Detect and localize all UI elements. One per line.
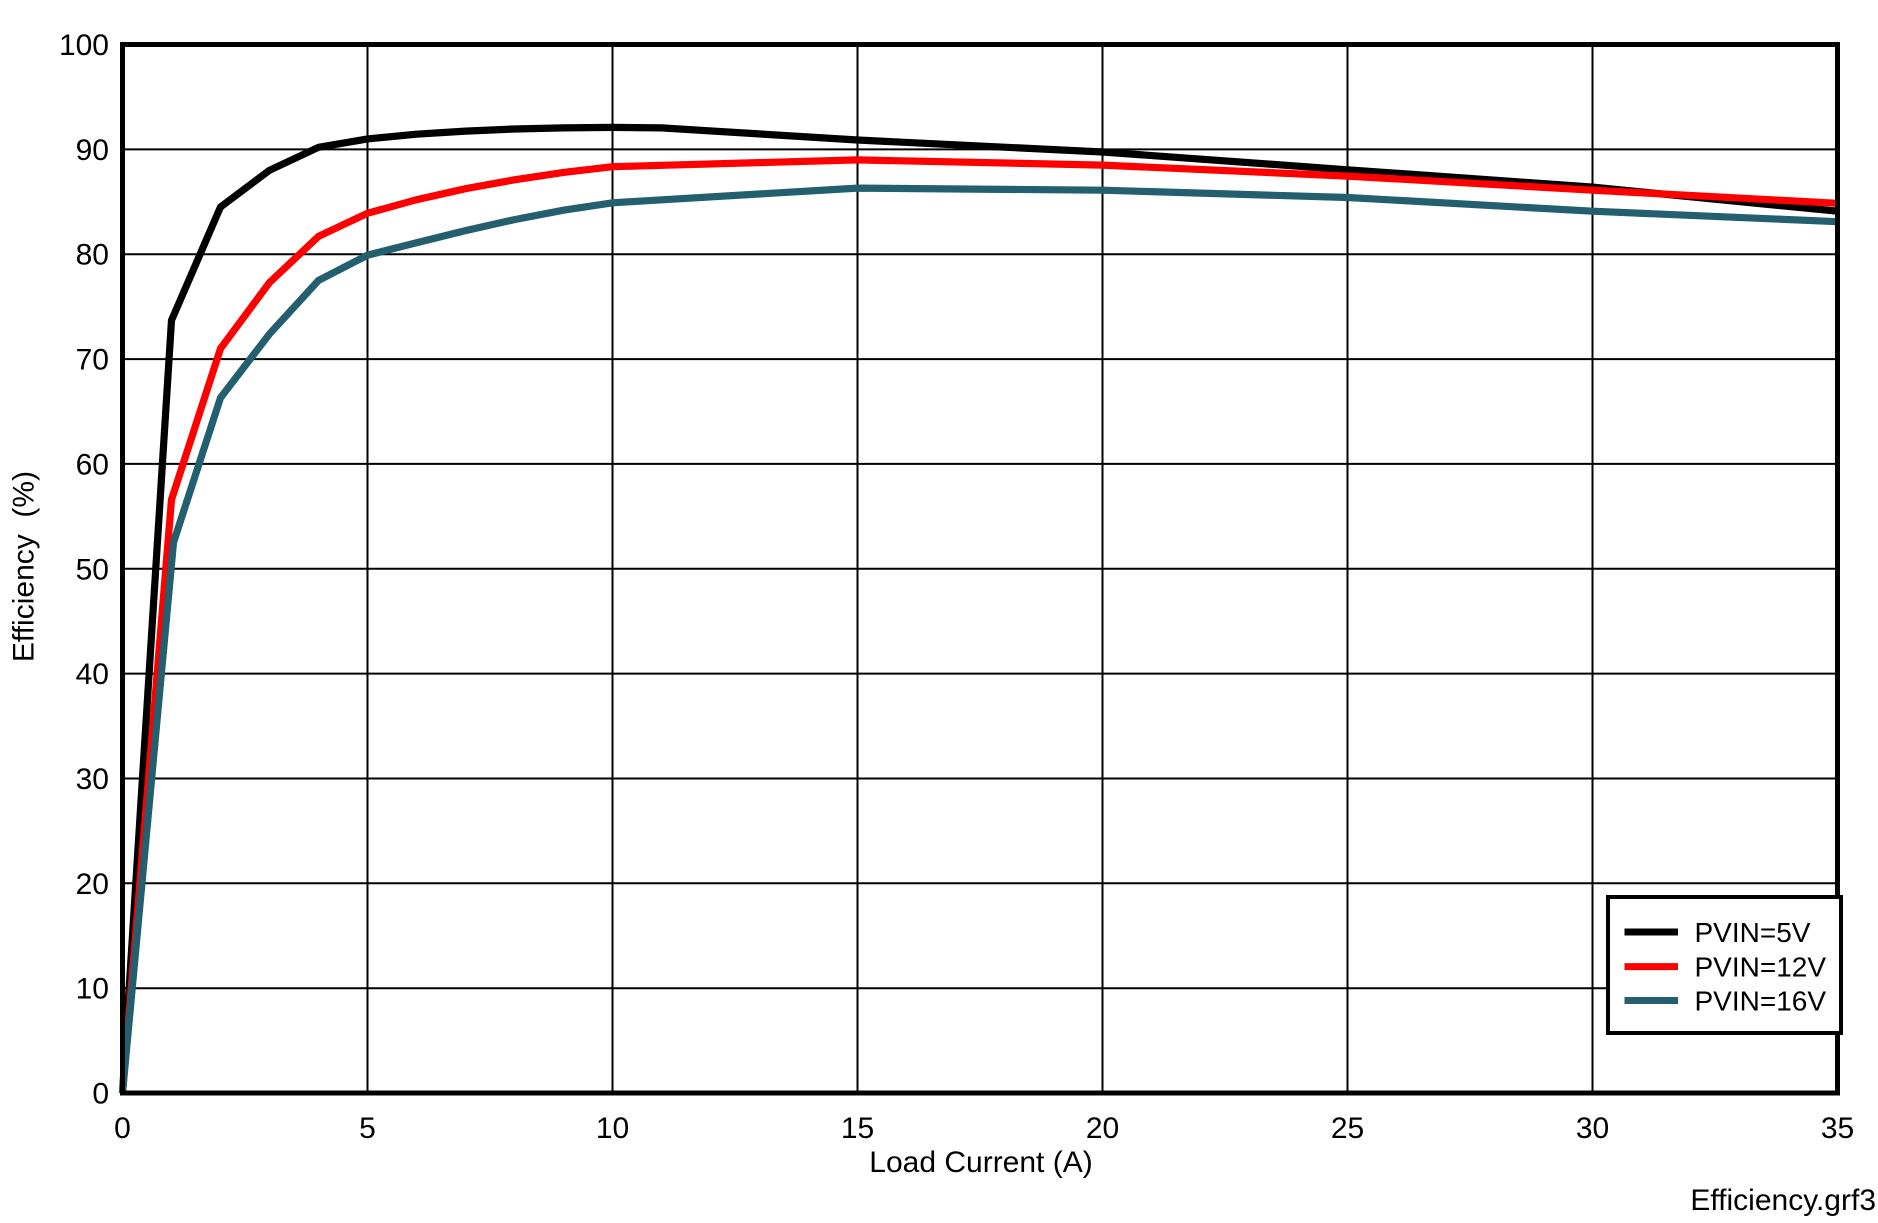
svg-text:Efficiency.grf3: Efficiency.grf3 <box>1690 1184 1876 1217</box>
svg-text:35: 35 <box>1821 1112 1854 1145</box>
svg-text:25: 25 <box>1331 1112 1364 1145</box>
svg-text:0: 0 <box>114 1112 131 1145</box>
svg-text:0: 0 <box>92 1078 109 1111</box>
svg-text:15: 15 <box>841 1112 874 1145</box>
svg-text:20: 20 <box>76 868 109 901</box>
svg-text:100: 100 <box>59 29 109 62</box>
svg-text:10: 10 <box>596 1112 629 1145</box>
svg-text:Load Current (A): Load Current (A) <box>869 1146 1092 1179</box>
svg-text:70: 70 <box>76 344 109 377</box>
svg-text:PVIN=16V: PVIN=16V <box>1695 986 1827 1017</box>
svg-text:50: 50 <box>76 553 109 586</box>
svg-text:80: 80 <box>76 239 109 272</box>
svg-text:Efficiency (%): Efficiency (%) <box>8 471 41 662</box>
svg-text:PVIN=12V: PVIN=12V <box>1695 952 1827 983</box>
svg-text:40: 40 <box>76 658 109 691</box>
svg-text:90: 90 <box>76 134 109 167</box>
svg-text:10: 10 <box>76 973 109 1006</box>
svg-text:PVIN=5V: PVIN=5V <box>1695 917 1811 948</box>
svg-text:60: 60 <box>76 448 109 481</box>
svg-text:5: 5 <box>359 1112 376 1145</box>
svg-text:20: 20 <box>1086 1112 1119 1145</box>
svg-text:30: 30 <box>76 763 109 796</box>
svg-text:30: 30 <box>1576 1112 1609 1145</box>
